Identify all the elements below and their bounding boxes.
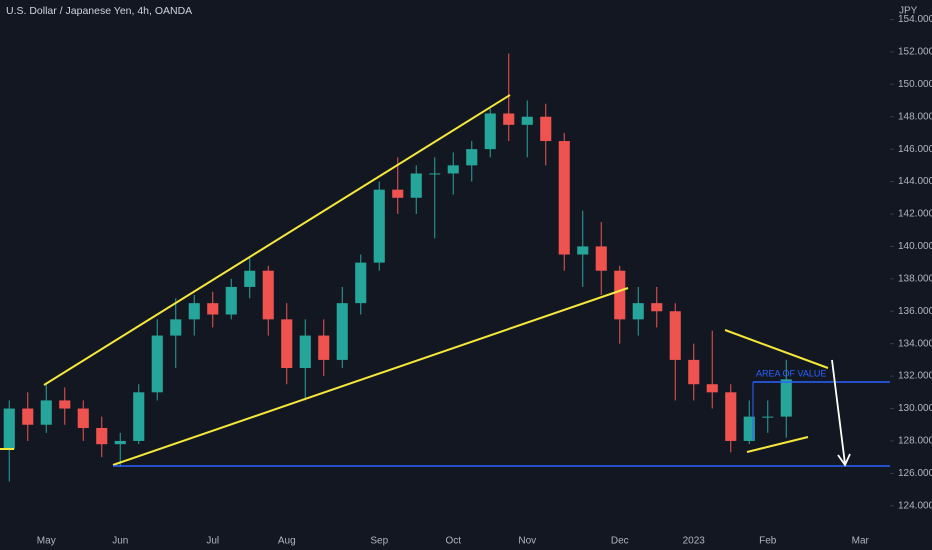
- y-tick-label: 146.000: [898, 144, 932, 155]
- candle-body: [133, 392, 145, 441]
- x-tick-label: Sep: [370, 536, 388, 547]
- candle-body: [429, 173, 441, 175]
- candle-body: [59, 400, 71, 409]
- y-tick-label: 124.000: [898, 500, 932, 511]
- plot: [3, 53, 792, 482]
- y-tick-label: 144.000: [898, 176, 932, 187]
- arrow: [831, 359, 851, 467]
- y-axis-label: JPY: [899, 6, 918, 17]
- candle-body: [22, 408, 34, 425]
- x-tick-label: Oct: [445, 536, 461, 547]
- candle-body: [170, 319, 182, 336]
- x-tick-label: Nov: [518, 536, 536, 547]
- candle-body: [318, 335, 330, 360]
- candle-body: [392, 189, 404, 198]
- y-tick-label: 128.000: [898, 436, 932, 447]
- candle-body: [299, 335, 311, 368]
- trend-line: [746, 436, 809, 453]
- y-tick-label: 138.000: [898, 273, 932, 284]
- candle-body: [521, 116, 533, 125]
- candle-body: [225, 286, 237, 315]
- trend-line: [724, 329, 829, 369]
- y-tick-label: 126.000: [898, 468, 932, 479]
- candle-body: [96, 427, 108, 445]
- candle-body: [244, 270, 256, 287]
- candle-body: [40, 400, 52, 425]
- candle-body: [651, 303, 663, 312]
- candle-body: [355, 262, 367, 304]
- candle-body: [410, 173, 422, 198]
- x-tick-label: Feb: [759, 536, 777, 547]
- candle-body: [762, 416, 774, 418]
- candle-body: [614, 270, 626, 320]
- y-tick-label: 150.000: [898, 79, 932, 90]
- candle-body: [373, 189, 385, 263]
- candle-body: [743, 416, 755, 441]
- x-tick-label: Jun: [112, 536, 128, 547]
- candle-body: [336, 303, 348, 360]
- y-tick-label: 154.000: [898, 14, 932, 25]
- x-tick-label: Dec: [611, 536, 629, 547]
- x-tick-label: Jul: [206, 536, 219, 547]
- candle-body: [447, 165, 459, 174]
- candle-body: [688, 359, 700, 385]
- y-tick-label: 152.000: [898, 47, 932, 58]
- x-tick-label: Mar: [852, 536, 870, 547]
- candle-body: [207, 303, 219, 315]
- trend-line: [43, 94, 511, 386]
- candle-body: [632, 303, 644, 320]
- candle-body: [706, 384, 718, 393]
- x-tick-label: 2023: [683, 536, 706, 547]
- trend-line: [112, 287, 629, 466]
- chart-title: U.S. Dollar / Japanese Yen, 4h, OANDA: [6, 5, 192, 17]
- candle-body: [114, 440, 126, 445]
- y-tick-label: 148.000: [898, 111, 932, 122]
- candle-body: [3, 408, 15, 450]
- candle-body: [577, 246, 589, 255]
- annotation: AREA OF VALUE: [756, 368, 826, 378]
- candle-body: [725, 392, 737, 441]
- candle-body: [503, 113, 515, 125]
- candle-body: [188, 303, 200, 320]
- y-tick-label: 136.000: [898, 306, 932, 317]
- candle-body: [595, 246, 607, 271]
- y-tick-label: 132.000: [898, 371, 932, 382]
- candle-body: [669, 311, 681, 360]
- candle-body: [780, 379, 792, 417]
- candle-body: [262, 270, 274, 320]
- y-tick-label: 140.000: [898, 241, 932, 252]
- x-tick-label: Aug: [278, 536, 296, 547]
- y-tick-label: 142.000: [898, 209, 932, 220]
- candle-body: [558, 141, 570, 255]
- y-tick-label: 134.000: [898, 338, 932, 349]
- candle-body: [151, 335, 163, 393]
- candle-body: [281, 319, 293, 368]
- candle-body: [466, 149, 478, 166]
- y-tick-label: 130.000: [898, 403, 932, 414]
- x-tick-label: May: [37, 536, 56, 547]
- candle-body: [484, 113, 496, 150]
- candle-body: [77, 408, 89, 428]
- candle-body: [540, 116, 552, 142]
